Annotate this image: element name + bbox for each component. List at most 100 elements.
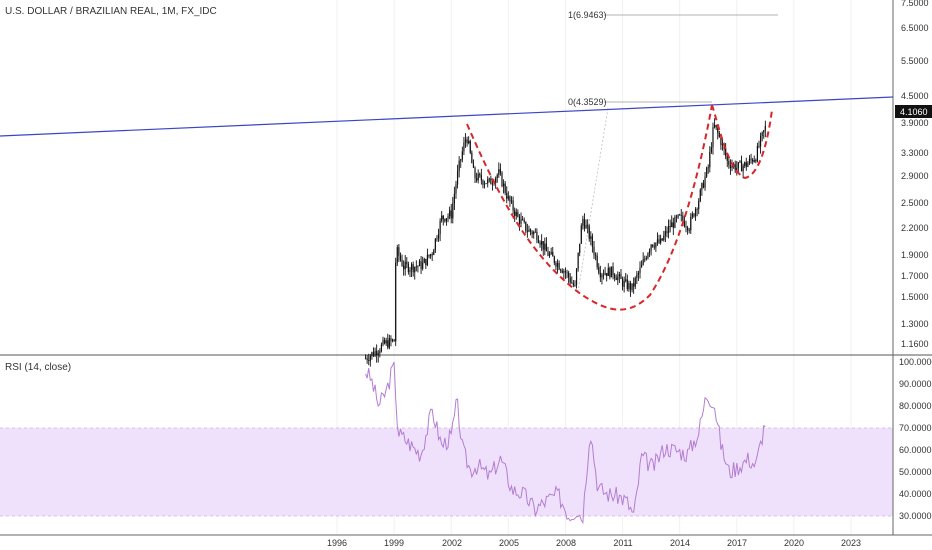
candle-body [660, 238, 662, 243]
candle-body [396, 247, 398, 263]
candle-body [696, 209, 698, 210]
candle-body [706, 167, 708, 177]
candle-body [414, 267, 416, 273]
candle-body [417, 266, 419, 267]
candle-body [644, 258, 646, 260]
candle-body [404, 261, 406, 270]
candle-body [652, 244, 654, 247]
candle-body [533, 232, 535, 235]
time-tick: 2023 [841, 538, 861, 548]
candle-body [376, 351, 378, 356]
time-tick: 2017 [727, 538, 747, 548]
candle-body [610, 266, 613, 278]
candle-body [390, 338, 392, 341]
candle-body [672, 222, 674, 228]
candle-body [482, 180, 484, 185]
candle-body [499, 169, 502, 173]
fib-label-0: 0(4.3529) [568, 97, 607, 107]
candle-body [729, 164, 732, 168]
candle-body [453, 193, 455, 204]
candle-body [364, 358, 367, 360]
price-axis[interactable]: 7.5000 6.5000 5.5000 4.5000 3.9000 3.300… [901, 0, 929, 349]
time-axis[interactable]: 1996 1999 2002 2005 2008 2011 2014 2017 … [327, 538, 861, 548]
candle-body [460, 159, 462, 161]
candle-body [434, 238, 436, 250]
candle-body [412, 264, 414, 273]
candle-body [522, 219, 524, 220]
candle-body [596, 255, 598, 267]
candle-body [731, 165, 733, 168]
candle-body [601, 274, 603, 278]
candle-body [763, 130, 765, 133]
candle-body [374, 351, 376, 356]
candle-body [455, 184, 457, 194]
candle-body [525, 221, 527, 231]
candle-body [709, 151, 711, 168]
last-price-label: 4.1060 [900, 107, 928, 117]
candle-body [401, 259, 403, 266]
handle-curve[interactable] [711, 104, 773, 180]
price-tick: 5.5000 [901, 56, 929, 66]
candle-body [387, 340, 389, 348]
candle-body [474, 167, 476, 179]
price-tick: 1.1600 [901, 339, 929, 349]
candle-body [636, 274, 638, 278]
candle-body [629, 283, 632, 291]
candle-body [712, 127, 714, 148]
candle-body [377, 353, 379, 356]
price-tick: 4.5000 [901, 91, 929, 101]
candle-body [734, 164, 736, 171]
candle-body [444, 218, 446, 222]
candle-body [591, 236, 594, 247]
candle-body [485, 183, 487, 185]
candle-body [550, 251, 552, 254]
candle-body [447, 216, 449, 219]
candle-body [469, 140, 471, 153]
candle-body [572, 283, 574, 286]
time-tick: 2008 [556, 538, 576, 548]
candle-body [621, 278, 624, 287]
cup-curve[interactable] [466, 104, 713, 311]
candle-body [618, 274, 620, 277]
candle-body [677, 214, 679, 218]
candle-body [614, 274, 616, 278]
candle-body [612, 266, 614, 275]
candle-body [571, 282, 573, 284]
trendline[interactable] [0, 96, 894, 137]
candle-body [556, 263, 559, 267]
candle-body [745, 162, 747, 167]
rsi-tick: 40.0000 [899, 489, 932, 499]
candle-body [472, 163, 475, 168]
candle-body [407, 264, 409, 273]
candle-body [661, 238, 663, 241]
candle-body [683, 220, 686, 227]
rsi-label: RSI (14, close) [5, 362, 71, 373]
candle-body [704, 176, 706, 188]
time-tick: 1999 [384, 538, 404, 548]
candle-body [739, 161, 741, 163]
candle-body [464, 139, 467, 143]
price-tick: 1.5000 [901, 292, 929, 302]
time-tick: 2014 [670, 538, 690, 548]
candle-body [625, 279, 627, 281]
candle-body [737, 162, 739, 168]
rsi-axis[interactable]: 100.0000 90.0000 80.0000 70.0000 60.0000… [899, 357, 932, 521]
candle-body [393, 339, 395, 342]
candle-body [555, 262, 557, 267]
candle-body [506, 192, 508, 199]
candle-body [372, 352, 375, 356]
candle-body [531, 231, 533, 235]
candle-body [686, 227, 689, 231]
candle-body [642, 259, 644, 265]
candle-body [398, 247, 400, 256]
rsi-tick: 80.0000 [899, 401, 932, 411]
candle-body [409, 269, 411, 273]
candle-body [647, 253, 649, 259]
candle-body [536, 231, 538, 240]
candle-body [399, 255, 402, 260]
candle-body [563, 271, 565, 273]
time-tick: 2005 [499, 538, 519, 548]
candle-body [628, 283, 630, 290]
candle-body [583, 218, 586, 229]
